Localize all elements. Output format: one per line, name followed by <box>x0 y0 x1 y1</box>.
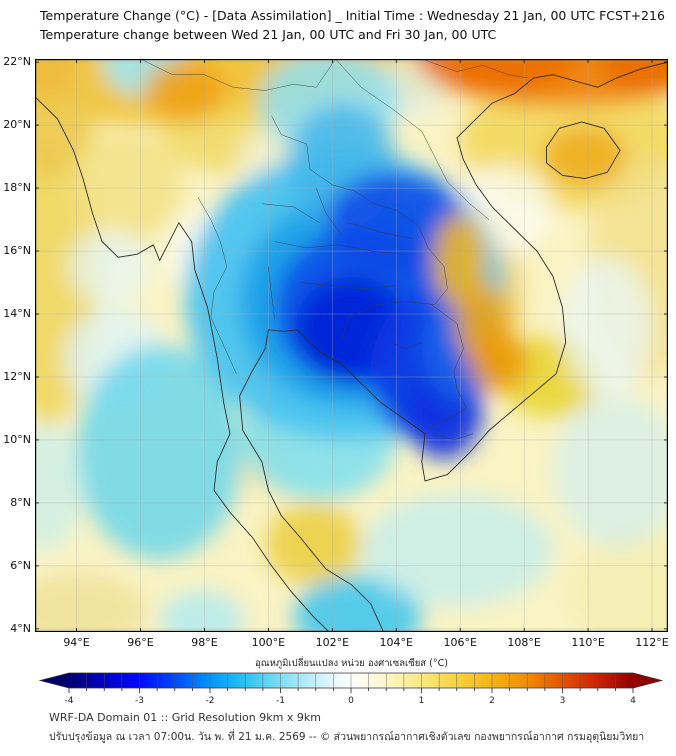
admin-borders <box>140 59 528 441</box>
colorbar-tick-label: 2 <box>489 696 495 706</box>
colorbar-tick-label: -4 <box>65 696 74 706</box>
colorbar-tick-label: -2 <box>206 696 215 706</box>
colorbar-tick-label: 4 <box>630 696 636 706</box>
y-tick-label: 4°N <box>10 621 31 635</box>
y-tick-label: 18°N <box>3 181 31 195</box>
x-tick-label: 104°E <box>379 636 413 649</box>
footer-update-info: ปรับปรุงข้อมูล ณ เวลา 07:00น. วัน พ. ที่… <box>49 731 645 743</box>
x-tick-label: 100°E <box>251 636 286 649</box>
graticule <box>35 59 668 632</box>
x-tick-label: 98°E <box>191 636 218 649</box>
y-tick-label: 8°N <box>10 495 31 509</box>
colorbar-label: อุณหภูมิเปลี่ยนแปลง หน่วย องศาเซลเซียส (… <box>255 658 448 669</box>
map-canvas <box>35 59 668 632</box>
y-tick-label: 22°N <box>3 55 31 69</box>
colorbar-canvas: -4 -3 -2 -1 0 1 2 3 4 <box>38 672 664 706</box>
x-tick-label: 102°E <box>315 636 350 649</box>
colorbar-tick-label: 1 <box>419 696 425 706</box>
colorbar: -4 -3 -2 -1 0 1 2 3 4 <box>35 670 668 708</box>
colorbar-ticks <box>68 688 634 693</box>
x-tick-label: 110°E <box>571 636 605 649</box>
y-tick-label: 12°N <box>3 369 31 383</box>
x-tick-label: 112°E <box>635 636 669 649</box>
y-tick-label: 20°N <box>3 118 31 132</box>
colorbar-dividers <box>86 673 616 688</box>
x-tick-label: 94°E <box>63 636 90 649</box>
x-tick-label: 106°E <box>443 636 477 649</box>
y-tick-label: 6°N <box>10 558 31 572</box>
y-tick-label: 10°N <box>3 432 31 446</box>
footer-domain-info: WRF-DA Domain 01 :: Grid Resolution 9km … <box>49 711 321 724</box>
colorbar-tick-label: 0 <box>348 696 354 706</box>
y-tick-label: 14°N <box>3 307 31 321</box>
temperature-field <box>35 59 668 632</box>
map-plot-area <box>35 59 668 632</box>
y-tick-label: 16°N <box>3 244 31 258</box>
colorbar-tick-label: 3 <box>560 696 566 706</box>
colorbar-tick-label: -1 <box>276 696 285 706</box>
coastlines <box>35 61 668 632</box>
colorbar-tick-label: -3 <box>135 696 144 706</box>
page-title: Temperature Change (°C) - [Data Assimila… <box>40 8 665 23</box>
x-tick-label: 96°E <box>127 636 154 649</box>
page-subtitle: Temperature change between Wed 21 Jan, 0… <box>40 27 497 42</box>
x-tick-label: 108°E <box>507 636 541 649</box>
